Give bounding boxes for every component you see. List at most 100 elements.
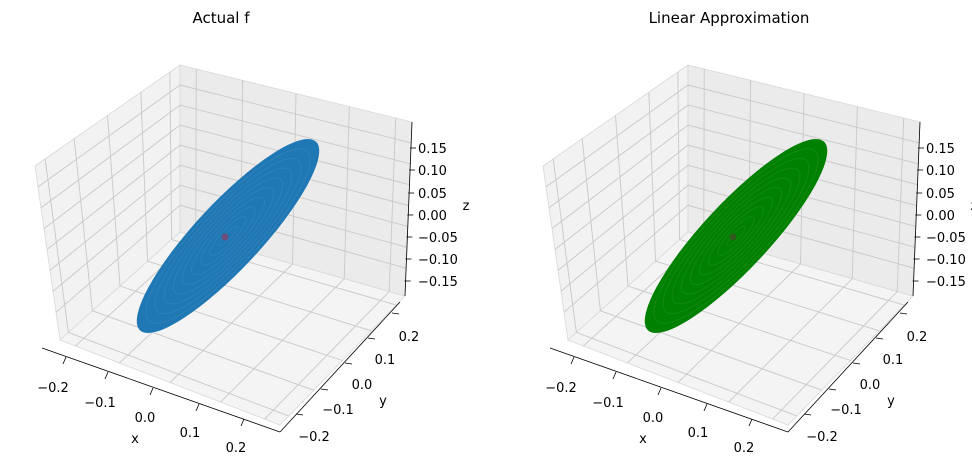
z-gridline (545, 84, 920, 188)
z-gridline (560, 184, 916, 292)
x-tick (570, 356, 575, 365)
z-tick-label: 0.15 (926, 142, 955, 157)
z-gridline (563, 204, 915, 313)
z-tick-label: −0.15 (926, 275, 966, 290)
subplot-2: Linear Approximation−0.2−0.10.00.10.2x −0… (542, 9, 972, 456)
y-axis-line (787, 301, 909, 433)
z-gridline (548, 104, 919, 209)
surface-facet (172, 177, 284, 295)
surface-facet (181, 187, 275, 285)
surface-facet (163, 167, 293, 305)
floor-gridline (264, 291, 390, 420)
y-tick (852, 362, 861, 365)
x-tick-label: 0.1 (688, 426, 709, 441)
y-tick-label: −0.2 (298, 430, 330, 445)
z-axis-label: z (971, 199, 972, 214)
y-tick-label: 0.2 (399, 330, 420, 345)
x-tick (703, 403, 708, 412)
floor-gridline (220, 278, 345, 403)
surface-facet (662, 157, 810, 315)
x-tick (748, 418, 753, 427)
z-tick-label: −0.15 (418, 275, 458, 290)
wall-gridline (388, 117, 397, 292)
y-tick-label: 0.1 (375, 353, 396, 368)
y-tick-label: −0.1 (322, 403, 354, 418)
x-tick-label: 0.0 (135, 411, 156, 426)
z-gridline (551, 124, 918, 229)
wall-gridline (851, 106, 858, 279)
z-gridline (55, 204, 407, 313)
z-tick-label: −0.10 (926, 253, 966, 268)
surface-facet (671, 167, 801, 305)
x-tick-label: 0.1 (180, 426, 201, 441)
y-tick (899, 312, 908, 315)
chart-title: Linear Approximation (649, 9, 810, 27)
x-tick-label: −0.1 (84, 396, 116, 411)
x-tick-label: −0.2 (545, 381, 577, 396)
x-tick (612, 371, 617, 380)
x-tick (657, 387, 662, 396)
z-gridline (37, 84, 412, 188)
y-axis-line (279, 301, 401, 433)
z-gridline (557, 164, 916, 271)
wall-gridline (581, 138, 601, 311)
z-axis-line (912, 121, 921, 297)
wall-gridline (169, 72, 173, 240)
z-axis-label: z (463, 199, 470, 214)
x-axis-label: x (639, 432, 647, 447)
y-tick-label: 0.2 (907, 330, 928, 345)
x-tick-label: −0.2 (37, 381, 69, 396)
z-gridline (40, 104, 411, 209)
wall-gridline (140, 92, 149, 262)
z-gridline (43, 124, 410, 229)
wall-gridline (73, 138, 93, 311)
wall-gridline (615, 115, 629, 287)
z-tick-label: 0.00 (418, 209, 447, 224)
wall-gridline (107, 115, 121, 287)
surface-facet (145, 148, 311, 324)
z-tick-label: 0.05 (926, 187, 955, 202)
z-tick-label: 0.10 (926, 164, 955, 179)
surface-facet (680, 177, 792, 295)
subplot-1: Actual f−0.2−0.10.00.10.2x −0.2−0.10.00.1… (34, 9, 470, 456)
y-axis-label: y (379, 394, 387, 409)
x-tick-label: −0.1 (592, 396, 624, 411)
x-axis-line (549, 347, 789, 433)
x-tick (62, 356, 67, 365)
x-tick (149, 387, 154, 396)
y-tick (803, 413, 812, 416)
z-axis-line (404, 121, 413, 297)
x-tick-label: 0.2 (226, 441, 247, 456)
z-tick-label: 0.05 (418, 187, 447, 202)
floor-gridline (772, 291, 898, 420)
wall-gridline (44, 158, 69, 333)
z-tick-label: −0.05 (926, 231, 966, 246)
surface-facet (717, 216, 755, 256)
x-axis-label: x (131, 432, 139, 447)
surface-facet (200, 206, 256, 266)
surface-facet (689, 187, 783, 285)
z-tick-label: −0.10 (418, 253, 458, 268)
surface-facet (191, 196, 265, 276)
y-tick-label: −0.1 (830, 403, 862, 418)
x-axis-line (41, 347, 281, 433)
z-gridline (554, 144, 917, 250)
wall-gridline (552, 158, 577, 333)
marker-point (221, 233, 229, 241)
x-tick (240, 418, 245, 427)
x-tick-label: 0.2 (734, 441, 755, 456)
z-tick-label: −0.05 (418, 231, 458, 246)
z-tick-label: 0.15 (418, 142, 447, 157)
y-tick (344, 362, 353, 365)
surface-facet (154, 157, 302, 315)
wall-gridline (896, 117, 905, 292)
gridlines (37, 68, 412, 420)
z-gridline (52, 184, 408, 292)
y-tick-label: 0.1 (883, 353, 904, 368)
surface-facet (209, 216, 247, 256)
z-gridline (46, 144, 409, 250)
y-tick (875, 337, 884, 340)
y-tick-label: 0.0 (860, 378, 881, 393)
wall-gridline (648, 92, 657, 262)
